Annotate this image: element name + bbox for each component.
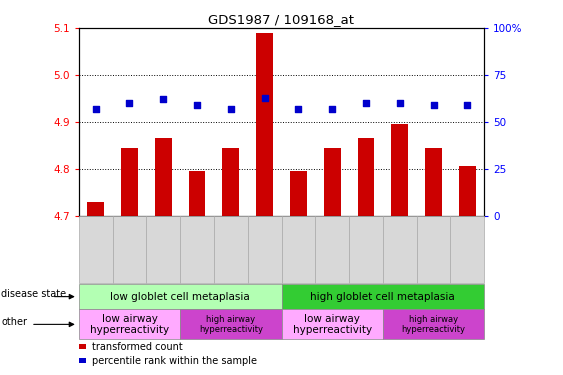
Bar: [282, 216, 315, 283]
Bar: [146, 216, 180, 283]
Bar: [324, 148, 341, 216]
Bar: [79, 344, 86, 350]
Text: high airway
hyperreactivity: high airway hyperreactivity: [199, 315, 263, 334]
Text: transformed count: transformed count: [92, 342, 182, 352]
Bar: [87, 201, 104, 216]
Point: [395, 100, 404, 106]
Bar: [315, 216, 349, 283]
Text: low globlet cell metaplasia: low globlet cell metaplasia: [110, 292, 250, 302]
Text: high globlet cell metaplasia: high globlet cell metaplasia: [310, 292, 455, 302]
Bar: [79, 358, 86, 363]
Point: [125, 100, 134, 106]
Bar: [248, 216, 282, 283]
Point: [91, 106, 100, 112]
Point: [294, 106, 303, 112]
Point: [361, 100, 370, 106]
Point: [429, 102, 438, 108]
Point: [260, 94, 269, 100]
Text: low airway
hyperreactivity: low airway hyperreactivity: [90, 314, 169, 335]
Bar: [358, 138, 374, 216]
Text: percentile rank within the sample: percentile rank within the sample: [92, 356, 257, 366]
Point: [226, 106, 235, 112]
Bar: [155, 138, 172, 216]
Bar: [391, 124, 408, 216]
Bar: [282, 309, 383, 339]
Point: [193, 102, 202, 108]
Bar: [79, 216, 113, 283]
Bar: [450, 216, 484, 283]
Bar: [222, 148, 239, 216]
Bar: [383, 309, 484, 339]
Text: GDS1987 / 109168_at: GDS1987 / 109168_at: [208, 13, 355, 26]
Bar: [79, 284, 282, 309]
Point: [159, 96, 168, 102]
Point: [328, 106, 337, 112]
Bar: [383, 216, 417, 283]
Bar: [214, 216, 248, 283]
Point: [463, 102, 472, 108]
Bar: [417, 216, 450, 283]
Bar: [425, 148, 442, 216]
Bar: [290, 171, 307, 216]
Bar: [113, 216, 146, 283]
Bar: [180, 216, 214, 283]
Bar: [282, 284, 484, 309]
Bar: [121, 148, 138, 216]
Bar: [79, 309, 180, 339]
Bar: [189, 171, 205, 216]
Bar: [459, 166, 476, 216]
Text: low airway
hyperreactivity: low airway hyperreactivity: [293, 314, 372, 335]
Text: disease state: disease state: [1, 289, 66, 298]
Bar: [256, 33, 273, 216]
Text: high airway
hyperreactivity: high airway hyperreactivity: [401, 315, 466, 334]
Bar: [180, 309, 282, 339]
Bar: [349, 216, 383, 283]
Text: other: other: [1, 317, 27, 327]
